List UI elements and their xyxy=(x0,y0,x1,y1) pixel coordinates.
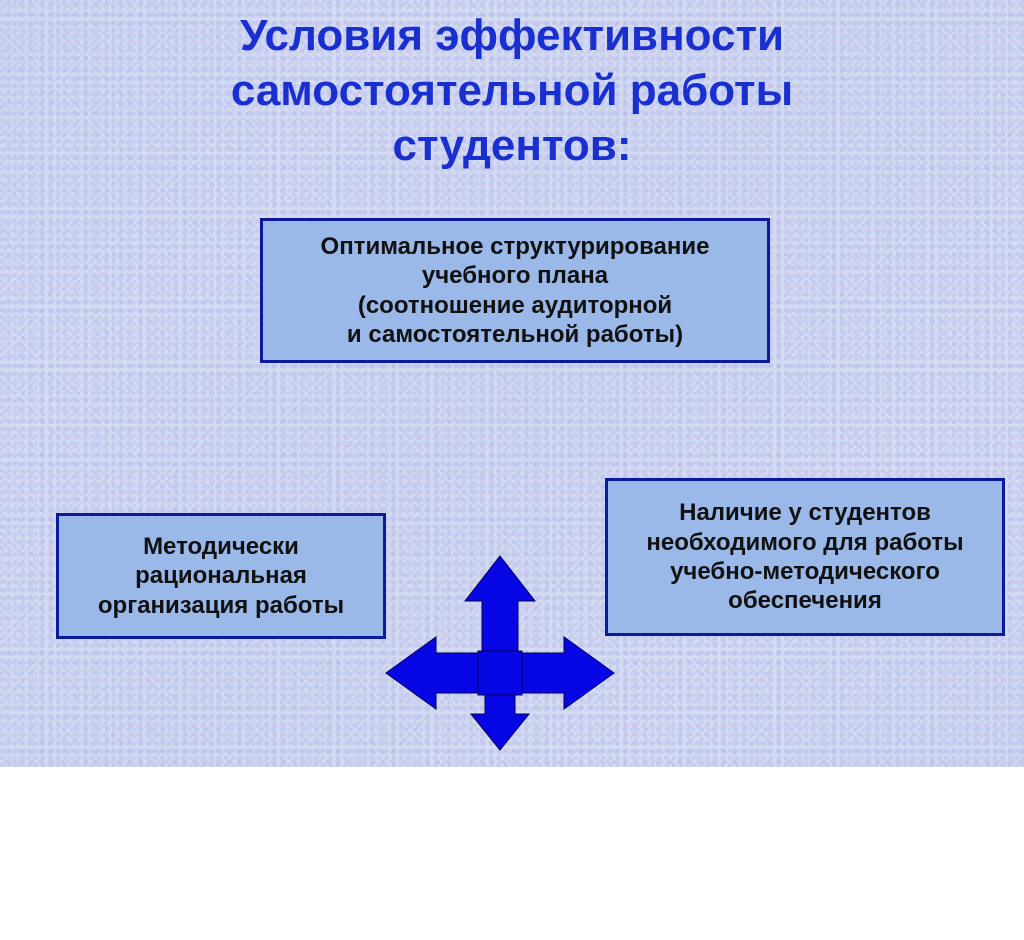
center-arrows-icon xyxy=(0,173,1024,940)
page-title: Условия эффективности самостоятельной ра… xyxy=(0,0,1024,173)
title-line: студентов: xyxy=(392,121,631,170)
title-line: самостоятельной работы xyxy=(231,66,793,115)
title-line: Условия эффективности xyxy=(240,11,784,60)
